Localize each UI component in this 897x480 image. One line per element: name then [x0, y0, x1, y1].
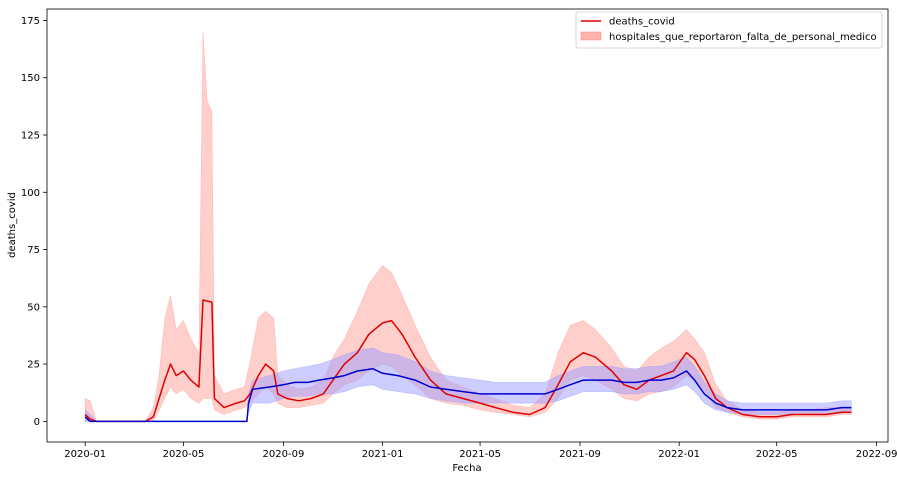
x-tick-label: 2022-01 [658, 449, 700, 460]
legend: deaths_covid hospitales_que_reportaron_f… [575, 11, 883, 49]
y-tick-label: 175 [21, 16, 40, 27]
y-axis-ticks: 0 25 50 75 100 125 150 175 [21, 16, 47, 428]
series-line-0 [84, 299, 852, 423]
y-tick-label: 100 [21, 188, 40, 199]
x-tick-label: 2021-05 [459, 449, 501, 460]
series-line-1 [84, 367, 852, 423]
legend-box [575, 11, 883, 49]
x-axis-ticks: 2020-01 2020-05 2020-09 2021-01 2021-05 2021-… [64, 442, 897, 460]
x-axis-label: Fecha [452, 463, 481, 474]
legend-label-hospitales: hospitales_que_reportaron_falta_de_perso… [609, 32, 877, 43]
x-tick-label: 2021-09 [559, 449, 601, 460]
series-lines [84, 299, 852, 423]
x-tick-label: 2020-01 [64, 449, 106, 460]
y-tick-label: 0 [34, 417, 40, 428]
y-tick-label: 50 [27, 302, 40, 313]
y-tick-label: 75 [27, 245, 40, 256]
legend-label-deaths-covid: deaths_covid [609, 17, 675, 28]
y-tick-label: 125 [21, 131, 40, 142]
plot-frame [46, 8, 889, 443]
y-axis-label: deaths_covid [7, 192, 18, 258]
x-tick-label: 2022-05 [756, 449, 798, 460]
y-tick-label: 150 [21, 73, 40, 84]
legend-swatch-hospitales [580, 31, 602, 41]
x-tick-label: 2021-01 [362, 449, 404, 460]
x-tick-label: 2020-05 [163, 449, 205, 460]
x-tick-label: 2020-09 [263, 449, 305, 460]
x-tick-label: 2022-09 [856, 449, 897, 460]
y-tick-label: 25 [27, 360, 40, 371]
